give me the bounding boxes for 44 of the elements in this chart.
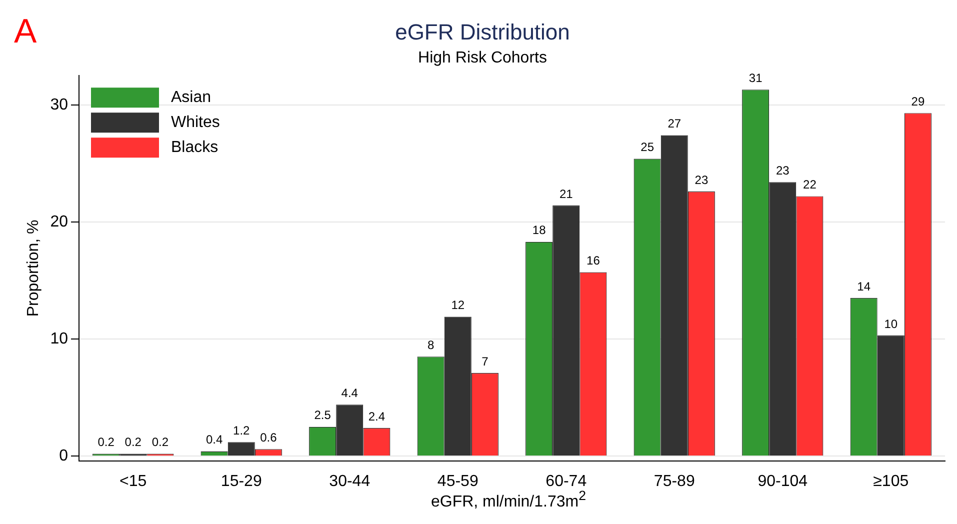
data-label: 18 — [532, 223, 546, 238]
y-tick-label: 20 — [50, 213, 68, 230]
data-label: 16 — [586, 254, 600, 268]
y-tick-label: 0 — [59, 448, 68, 465]
x-axis-title: eGFR, ml/min/1.73m$^{2}$ — [430, 488, 587, 512]
data-label: 14 — [857, 279, 871, 294]
data-label: 12 — [451, 298, 465, 312]
x-tick-label: ≥105 — [873, 472, 909, 490]
chart-subtitle: High Risk Cohorts — [418, 49, 547, 66]
data-label: 23 — [776, 163, 790, 178]
data-label: 31 — [748, 70, 763, 85]
x-tick-label: 75-89 — [654, 472, 695, 490]
text: A — [14, 12, 37, 50]
data-label: 29 — [911, 94, 925, 108]
legend-label: Asian — [170, 89, 212, 106]
y-tick-label: 10 — [50, 330, 68, 348]
data-label: 0.4 — [206, 432, 223, 447]
data-label: 2.4 — [368, 409, 386, 424]
data-label: 0.2 — [124, 435, 142, 450]
data-label: 7 — [482, 354, 489, 368]
data-label: 10 — [884, 316, 898, 331]
x-tick-label: 15-29 — [220, 472, 262, 490]
data-label: 2.5 — [314, 408, 332, 422]
y-axis-title: Proportion, % — [25, 220, 42, 317]
data-label: 27 — [668, 116, 682, 131]
data-label: 8 — [427, 338, 434, 352]
data-label: 0.6 — [260, 430, 278, 444]
data-label: 21 — [559, 186, 574, 201]
x-tick-label: 30-44 — [329, 472, 370, 490]
data-label: 25 — [640, 140, 654, 154]
legend-label: Blacks — [170, 139, 218, 156]
x-tick-label: 60-74 — [546, 472, 587, 490]
data-label: 1.2 — [233, 423, 250, 438]
data-label: 0.2 — [152, 435, 169, 450]
data-label: 0.2 — [98, 435, 115, 450]
data-label: 4.4 — [341, 386, 358, 400]
x-tick-label: 45-59 — [437, 472, 478, 490]
legend-label: Whites — [170, 114, 220, 132]
chart-title: eGFR Distribution — [395, 19, 570, 44]
data-label: 23 — [694, 172, 708, 187]
x-tick-label: <15 — [120, 472, 147, 490]
data-label: 22 — [803, 178, 817, 192]
y-tick-label: 30 — [50, 96, 68, 114]
x-tick-label: 90-104 — [758, 472, 808, 490]
